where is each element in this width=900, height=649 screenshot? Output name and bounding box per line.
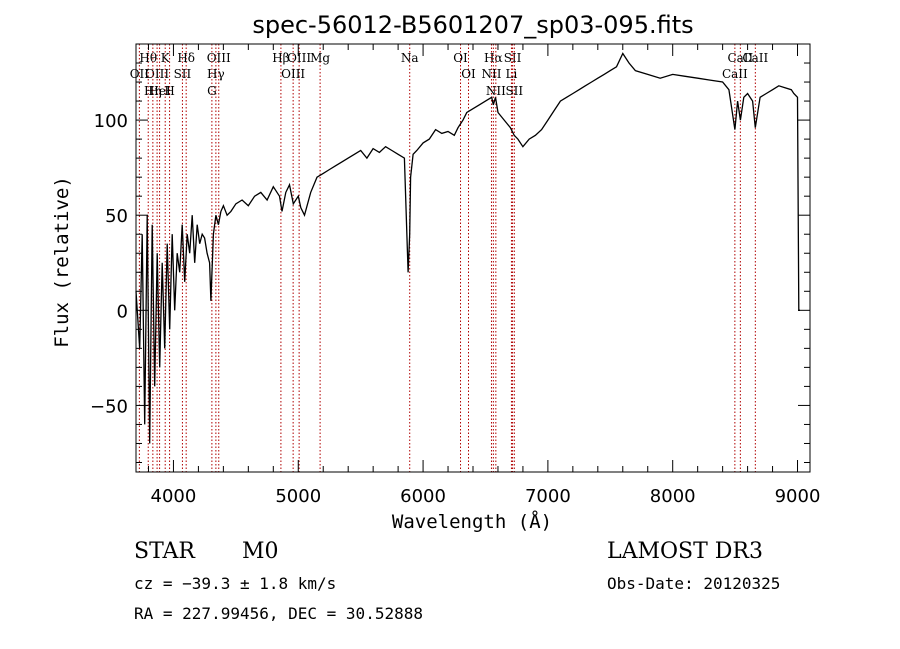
axes-layer: 4000 5000 6000 7000 8000 9000 −50 0 50 100 [90, 43, 821, 507]
object-class: STAR [134, 539, 195, 564]
spectral-line-label: Mg [310, 51, 330, 65]
spectral-line-label: Hδ [177, 51, 195, 65]
x-axis-label: Wavelength (Å) [392, 510, 552, 533]
spectral-line-label: OIII [207, 51, 231, 65]
x-tick-label: 8000 [650, 486, 696, 507]
spectral-line-label: SII [504, 51, 522, 65]
spectral-line-label: NII [481, 67, 501, 81]
spectral-line-label: Hγ [207, 67, 225, 81]
y-tick-label: 100 [94, 111, 128, 132]
spectral-line-label: Hα [484, 51, 503, 65]
spectral-line-label: CaII [727, 51, 753, 65]
spectral-line-label: OII [130, 67, 150, 81]
spectral-line-label: NII [486, 84, 506, 98]
redshift-velocity: cz = −39.3 ± 1.8 km/s [134, 574, 337, 593]
flux-series-line [135, 52, 800, 444]
survey-label: LAMOST DR3 [607, 539, 763, 564]
spectral-line-label: K [161, 51, 171, 65]
y-tick-label: 0 [117, 301, 128, 322]
spectral-line-label: CaII [742, 51, 768, 65]
x-tick-label: 5000 [275, 486, 321, 507]
spectral-line-label: HeI [148, 84, 171, 98]
series-layer [135, 52, 800, 444]
spectral-line-label: OI [461, 67, 476, 81]
spectral-line-label: Hθ [139, 51, 157, 65]
x-tick-label: 6000 [400, 486, 446, 507]
spectral-line-label: OI [453, 51, 468, 65]
spectral-line-label: Na [401, 51, 419, 65]
spectral-line-label: OIII [145, 67, 169, 81]
x-tick-label: 7000 [525, 486, 571, 507]
spectral-line-label: CaII [722, 67, 748, 81]
coordinates: RA = 227.99456, DEC = 30.52888 [134, 604, 423, 623]
y-tick-label: −50 [90, 396, 128, 417]
spectral-line-label: G [207, 84, 217, 98]
spectral-line-label: Hη [144, 84, 162, 98]
subclass: M0 [242, 539, 279, 564]
x-tick-label: 4000 [151, 486, 197, 507]
chart-title: spec-56012-B5601207_sp03-095.fits [252, 11, 693, 39]
y-axis-label: Flux (relative) [51, 176, 73, 348]
spectral-line-label: Hβ [272, 51, 289, 65]
observation-date: Obs-Date: 20120325 [607, 574, 781, 593]
spectral-line-label: SII [174, 67, 192, 81]
y-tick-label: 50 [105, 206, 128, 227]
spectral-line-label: H [164, 84, 174, 98]
spectral-line-label: SII [505, 84, 523, 98]
spectral-line-label: OIII [281, 67, 305, 81]
x-tick-label: 9000 [775, 486, 821, 507]
spectral-line-label: Li [506, 67, 518, 81]
spectral-line-label: OIII [287, 51, 311, 65]
